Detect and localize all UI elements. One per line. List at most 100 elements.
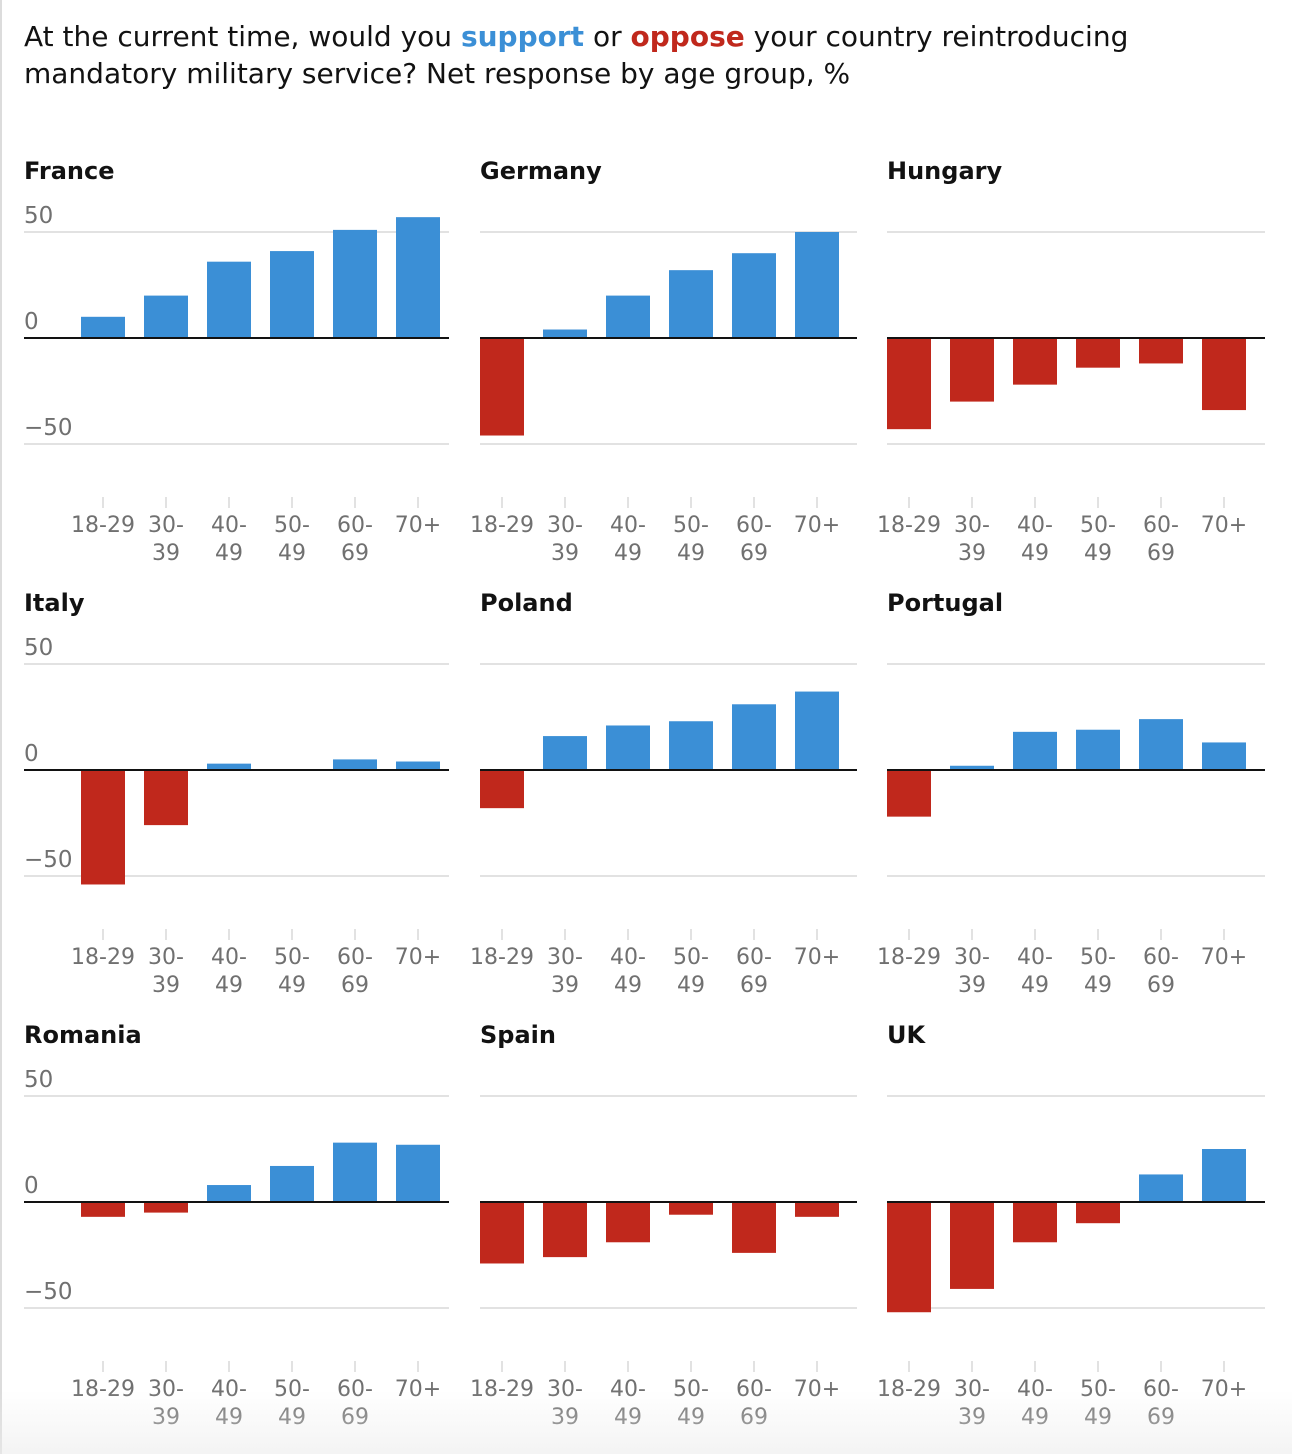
bar-italy-0 xyxy=(81,770,125,885)
x-tick-label: 60-69 xyxy=(337,1377,373,1430)
panel-title: France xyxy=(24,157,114,185)
panel-title: Spain xyxy=(480,1021,556,1049)
bar-romania-4 xyxy=(333,1142,377,1202)
x-tick-label: 50-49 xyxy=(673,1377,709,1430)
x-tick-label: 70+ xyxy=(395,1377,441,1402)
panel-title: Italy xyxy=(24,589,85,617)
x-tick-label: 30-39 xyxy=(148,1377,184,1430)
panel-title: Hungary xyxy=(887,157,1002,185)
x-tick-label: 70+ xyxy=(1201,945,1247,970)
bar-france-1 xyxy=(144,295,188,338)
y-tick-label: 50 xyxy=(24,635,53,661)
bar-portugal-4 xyxy=(1139,719,1183,770)
bar-hungary-4 xyxy=(1139,338,1183,364)
x-tick-label: 50-49 xyxy=(1080,945,1116,998)
bar-uk-0 xyxy=(887,1202,931,1313)
headline-part1: At the current time, would you xyxy=(24,20,461,53)
x-tick-label: 70+ xyxy=(794,513,840,538)
x-tick-label: 18-29 xyxy=(71,945,135,970)
panel-uk: UK 18-29 30-39 40-49 50-49 60-69 70+ xyxy=(877,1021,1265,1430)
y-tick-label: 50 xyxy=(24,1067,53,1093)
y-tick-label: 0 xyxy=(24,309,39,335)
panel-title: Poland xyxy=(480,589,573,617)
x-tick-label: 40-49 xyxy=(211,1377,247,1430)
bar-portugal-5 xyxy=(1202,742,1246,770)
x-tick-label: 60-69 xyxy=(1143,945,1179,998)
x-tick-label: 70+ xyxy=(395,945,441,970)
bar-uk-5 xyxy=(1202,1149,1246,1202)
x-tick-label: 40-49 xyxy=(610,1377,646,1430)
bar-france-2 xyxy=(207,261,251,338)
x-tick-label: 18-29 xyxy=(71,1377,135,1402)
bar-poland-0 xyxy=(480,770,524,809)
bar-hungary-2 xyxy=(1013,338,1057,385)
y-tick-label: 0 xyxy=(24,741,39,767)
x-tick-label: 18-29 xyxy=(877,945,941,970)
bar-germany-5 xyxy=(795,232,839,338)
x-tick-label: 60-69 xyxy=(736,513,772,566)
x-tick-label: 50-49 xyxy=(274,513,310,566)
headline-part2: or xyxy=(584,20,631,53)
bar-poland-2 xyxy=(606,725,650,770)
panel-romania: Romania 50 0 −50 18-29 30-39 40-49 50-49 60-69 70… xyxy=(24,1021,449,1430)
x-tick-label: 40-49 xyxy=(1017,945,1053,998)
x-tick-label: 40-49 xyxy=(211,945,247,998)
bar-romania-1 xyxy=(144,1202,188,1213)
bar-france-4 xyxy=(333,229,377,338)
x-tick-label: 50-49 xyxy=(1080,513,1116,566)
bar-hungary-1 xyxy=(950,338,994,402)
bar-spain-2 xyxy=(606,1202,650,1243)
bar-poland-1 xyxy=(543,736,587,770)
x-tick-label: 18-29 xyxy=(877,1377,941,1402)
bar-france-0 xyxy=(81,316,125,338)
headline-part3: your country reintroducing mandatory mil… xyxy=(24,20,1129,90)
bar-italy-1 xyxy=(144,770,188,826)
bar-germany-4 xyxy=(732,253,776,338)
x-tick-label: 60-69 xyxy=(1143,1377,1179,1430)
panel-poland: Poland 18-29 30-39 40-49 50-49 60-69 70+ xyxy=(470,589,857,998)
bar-poland-3 xyxy=(669,721,713,770)
x-tick-label: 70+ xyxy=(794,945,840,970)
bar-poland-4 xyxy=(732,704,776,770)
x-tick-label: 40-49 xyxy=(1017,1377,1053,1430)
bar-france-5 xyxy=(396,217,440,338)
x-tick-label: 50-49 xyxy=(1080,1377,1116,1430)
panel-hungary: Hungary 18-29 30-39 40-49 50-49 60-69 70+ xyxy=(877,157,1265,566)
x-tick-label: 50-49 xyxy=(673,513,709,566)
bar-portugal-1 xyxy=(950,765,994,770)
y-tick-label: −50 xyxy=(24,847,73,873)
x-tick-label: 18-29 xyxy=(470,1377,534,1402)
panel-spain: Spain 18-29 30-39 40-49 50-49 60-69 70+ xyxy=(470,1021,857,1430)
x-tick-label: 30-39 xyxy=(954,1377,990,1430)
x-tick-label: 50-49 xyxy=(274,945,310,998)
x-tick-label: 18-29 xyxy=(71,513,135,538)
x-tick-label: 40-49 xyxy=(1017,513,1053,566)
bar-hungary-5 xyxy=(1202,338,1246,411)
y-tick-label: −50 xyxy=(24,415,73,441)
x-tick-label: 50-49 xyxy=(274,1377,310,1430)
bar-portugal-2 xyxy=(1013,731,1057,770)
bar-france-3 xyxy=(270,251,314,338)
bar-hungary-0 xyxy=(887,338,931,430)
bar-spain-4 xyxy=(732,1202,776,1253)
bar-hungary-3 xyxy=(1076,338,1120,368)
bar-portugal-3 xyxy=(1076,729,1120,770)
bar-germany-3 xyxy=(669,270,713,338)
x-tick-label: 30-39 xyxy=(547,945,583,998)
x-tick-label: 70+ xyxy=(1201,513,1247,538)
x-tick-label: 60-69 xyxy=(337,945,373,998)
headline-oppose-word: oppose xyxy=(630,20,745,53)
panel-title: UK xyxy=(887,1021,926,1049)
y-tick-label: 0 xyxy=(24,1173,39,1199)
x-tick-label: 70+ xyxy=(1201,1377,1247,1402)
headline-support-word: support xyxy=(460,20,585,53)
x-tick-label: 30-39 xyxy=(547,1377,583,1430)
bar-germany-2 xyxy=(606,295,650,338)
x-tick-label: 50-49 xyxy=(673,945,709,998)
x-tick-label: 70+ xyxy=(794,1377,840,1402)
bar-spain-0 xyxy=(480,1202,524,1264)
bar-romania-3 xyxy=(270,1165,314,1202)
x-tick-label: 18-29 xyxy=(470,513,534,538)
panel-title: Germany xyxy=(480,157,602,185)
bar-spain-1 xyxy=(543,1202,587,1258)
